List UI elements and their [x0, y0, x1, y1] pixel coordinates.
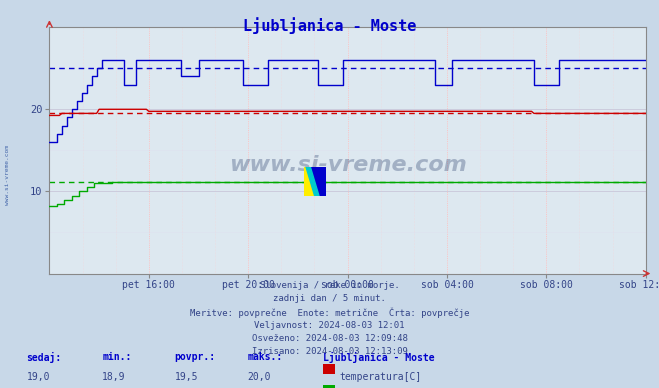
- Text: Ljubljanica - Moste: Ljubljanica - Moste: [243, 17, 416, 34]
- Text: maks.:: maks.:: [247, 352, 282, 362]
- Text: Veljavnost: 2024-08-03 12:01: Veljavnost: 2024-08-03 12:01: [254, 321, 405, 330]
- Text: Izrisano: 2024-08-03 12:13:09: Izrisano: 2024-08-03 12:13:09: [252, 347, 407, 356]
- Text: www.si-vreme.com: www.si-vreme.com: [5, 145, 10, 204]
- Text: Slovenija / reke in morje.: Slovenija / reke in morje.: [260, 281, 399, 290]
- Text: Osveženo: 2024-08-03 12:09:48: Osveženo: 2024-08-03 12:09:48: [252, 334, 407, 343]
- Text: sedaj:: sedaj:: [26, 352, 61, 363]
- Polygon shape: [306, 167, 319, 196]
- Polygon shape: [304, 167, 316, 196]
- Text: 18,9: 18,9: [102, 372, 126, 383]
- Text: 20,0: 20,0: [247, 372, 271, 383]
- Text: 19,0: 19,0: [26, 372, 50, 383]
- Text: min.:: min.:: [102, 352, 132, 362]
- Text: Meritve: povprečne  Enote: metrične  Črta: povprečje: Meritve: povprečne Enote: metrične Črta:…: [190, 308, 469, 318]
- Text: www.si-vreme.com: www.si-vreme.com: [229, 155, 467, 175]
- Text: 19,5: 19,5: [175, 372, 198, 383]
- Text: zadnji dan / 5 minut.: zadnji dan / 5 minut.: [273, 294, 386, 303]
- Text: Ljubljanica - Moste: Ljubljanica - Moste: [323, 352, 434, 363]
- Text: temperatura[C]: temperatura[C]: [339, 372, 422, 383]
- Text: povpr.:: povpr.:: [175, 352, 215, 362]
- Polygon shape: [309, 167, 326, 196]
